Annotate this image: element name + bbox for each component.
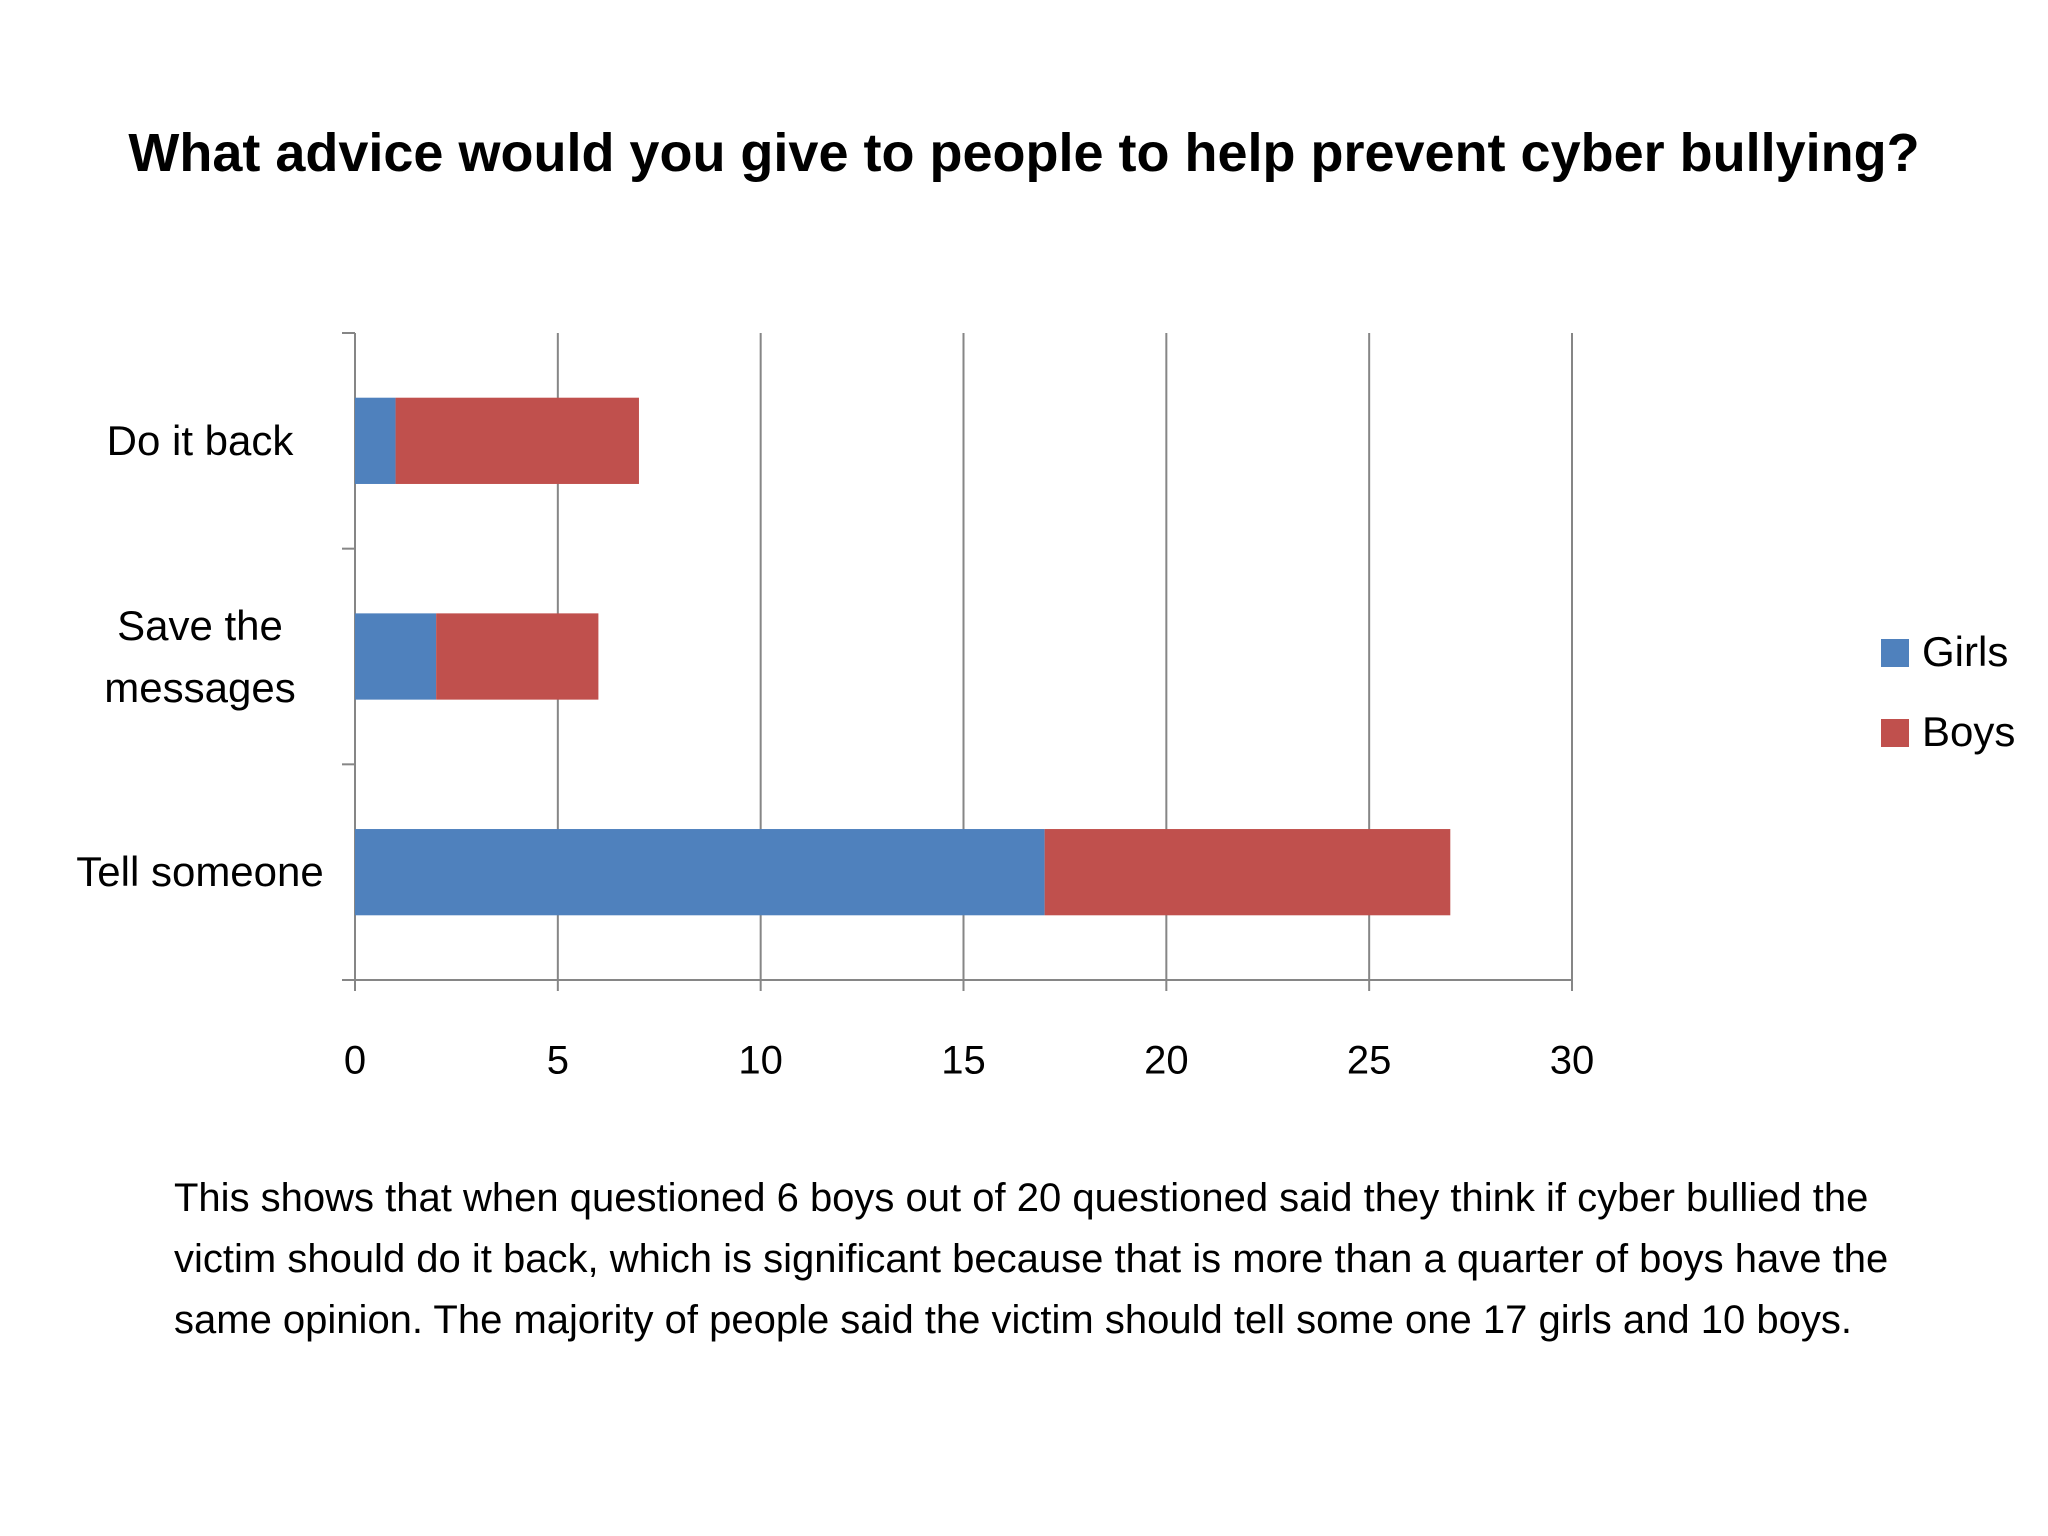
y-tick-label: Do it back [106, 416, 294, 464]
legend-swatch [1881, 719, 1909, 747]
x-tick-label: 20 [1144, 1039, 1189, 1083]
x-tick-label: 15 [941, 1039, 986, 1083]
bar-segment [436, 613, 599, 700]
bar-segment [395, 397, 639, 484]
chart-title: What advice would you give to people to … [128, 123, 1920, 183]
y-tick-label: Tell someone [76, 848, 324, 896]
bar-segment [355, 829, 1045, 916]
x-tick-label: 10 [738, 1039, 783, 1083]
legend-swatch [1881, 639, 1909, 667]
y-tick-label: Save the messages [104, 601, 296, 711]
legend-label: Boys [1922, 708, 2015, 755]
legend-label: Girls [1922, 628, 2008, 675]
x-tick-label: 5 [547, 1039, 569, 1083]
x-tick-label: 25 [1347, 1039, 1392, 1083]
bar-segment [355, 397, 396, 484]
bar-segment [355, 613, 437, 700]
x-tick-label: 0 [344, 1039, 366, 1083]
x-tick-label: 30 [1550, 1039, 1595, 1083]
bar-segment [1044, 829, 1451, 916]
chart-note: This shows that when questioned 6 boys o… [174, 1176, 1889, 1342]
